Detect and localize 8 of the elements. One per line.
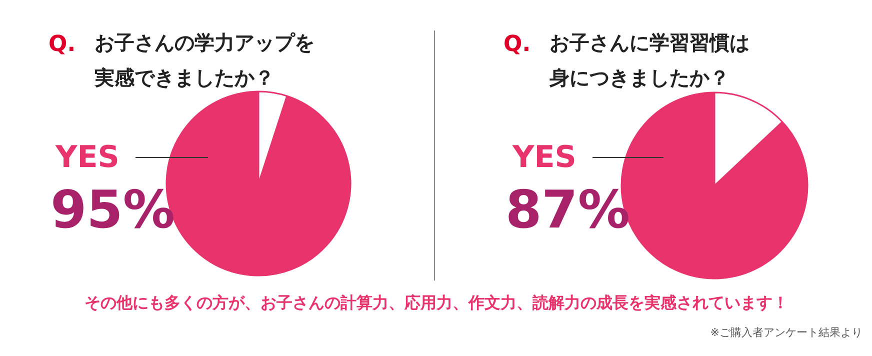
data-label: 87%	[506, 180, 630, 240]
slice-label: YES	[54, 140, 120, 175]
chart-title: Q. お子さんの学力アップを実感できましたか？	[48, 30, 314, 90]
text: ※ご購入者アンケート結果より	[710, 326, 862, 339]
text: その他にも多くの方が、お子さんの計算力、応用力、作文力、読解力の成長を実感されています！	[84, 293, 788, 312]
slice-label: YES	[512, 140, 576, 175]
chart-title: Q. お子さんに学習習慣は身につきましたか？	[504, 30, 750, 90]
data-label: 95%	[50, 180, 175, 240]
